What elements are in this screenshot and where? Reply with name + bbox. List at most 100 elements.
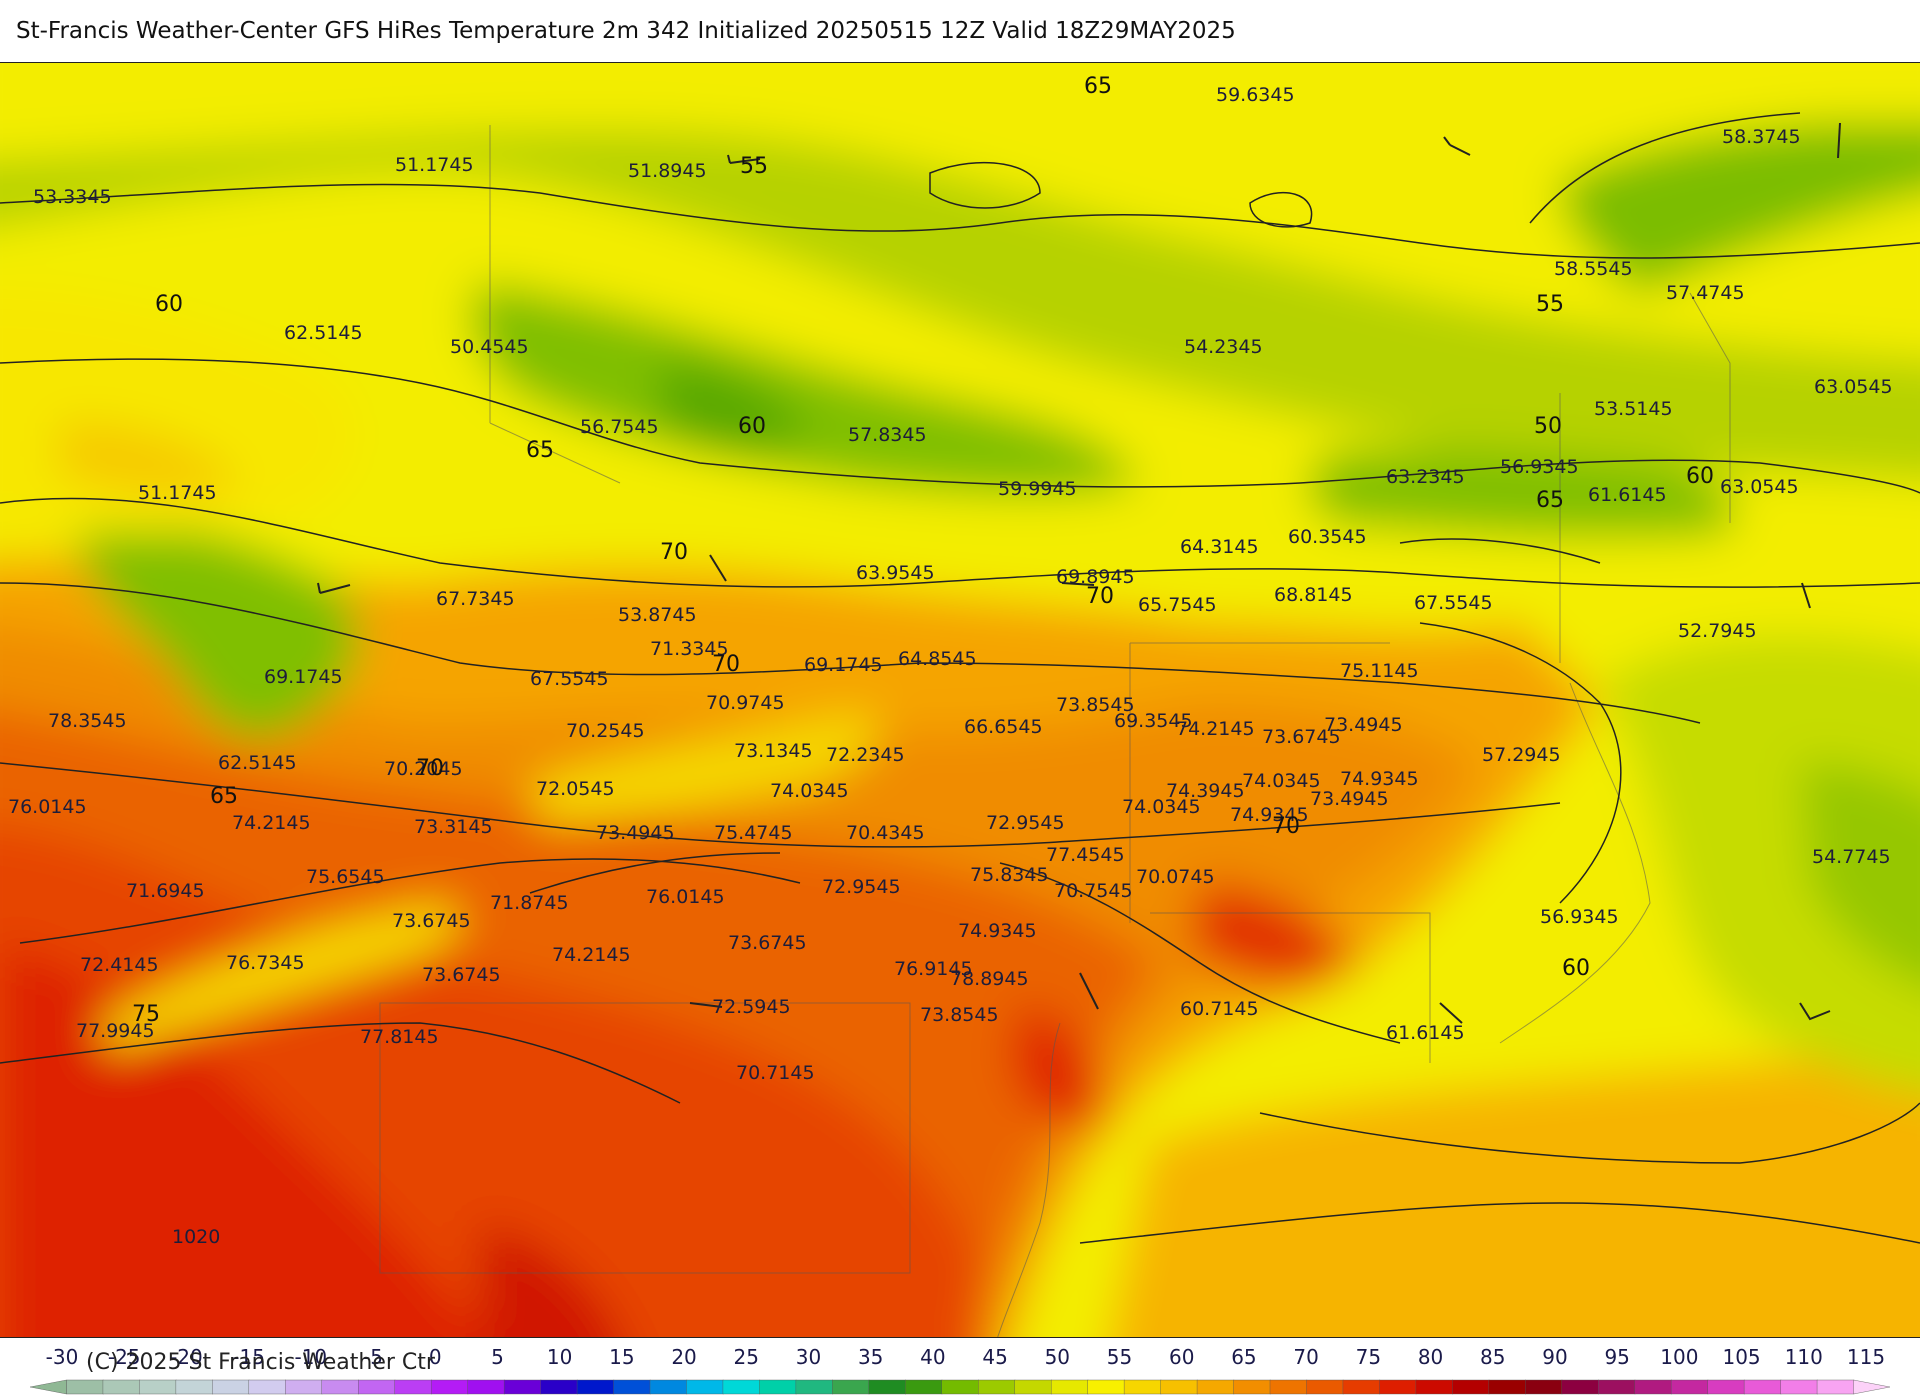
temperature-point-label: 73.6745 xyxy=(728,932,807,954)
temperature-point-label: 51.1745 xyxy=(138,482,217,504)
legend-tick-label: 50 xyxy=(1045,1345,1070,1369)
temperature-point-label: 67.5545 xyxy=(1414,592,1493,614)
legend-color-cell xyxy=(1342,1379,1381,1395)
temperature-point-label: 72.2345 xyxy=(826,744,905,766)
legend-tick-label: 110 xyxy=(1785,1345,1823,1369)
legend-color-cell xyxy=(29,1379,67,1395)
isotherm-label: 50 xyxy=(1534,414,1562,439)
temperature-point-label: 68.8145 xyxy=(1274,584,1353,606)
temperature-point-label: 70.4345 xyxy=(846,822,925,844)
temperature-point-label: 73.8545 xyxy=(1056,694,1135,716)
temperature-point-label: 70.2545 xyxy=(566,720,645,742)
temperature-point-label: 72.5945 xyxy=(712,996,791,1018)
legend-tick-label: -20 xyxy=(170,1345,203,1369)
legend-color-cell xyxy=(1743,1379,1782,1395)
legend-color-cell xyxy=(540,1379,578,1395)
temperature-point-label: 60.3545 xyxy=(1288,526,1367,548)
temperature-point-label: 74.2145 xyxy=(552,944,631,966)
temperature-point-label: 75.1145 xyxy=(1340,660,1419,682)
temperature-map: 53.3345 51.1745 51.8945 59.6345 58.3745 62.51… xyxy=(0,62,1920,1338)
temperature-point-label: 63.0545 xyxy=(1814,376,1893,398)
legend-color-cell xyxy=(1634,1379,1672,1395)
temperature-point-label: 71.8745 xyxy=(490,892,569,914)
temperature-point-label: 52.7945 xyxy=(1678,620,1757,642)
temperature-point-label: 51.1745 xyxy=(395,154,474,176)
temperature-point-label: 56.9345 xyxy=(1540,906,1619,928)
temperature-point-label: 74.0345 xyxy=(770,780,849,802)
isotherm-label: 55 xyxy=(1536,292,1564,317)
temperature-point-label: 73.6745 xyxy=(422,964,501,986)
temperature-point-label: 56.7545 xyxy=(580,416,659,438)
temperature-point-label: 67.7345 xyxy=(436,588,515,610)
temperature-point-label: 74.2145 xyxy=(1176,718,1255,740)
temperature-point-label: 54.7745 xyxy=(1812,846,1891,868)
temperature-point-label: 58.3745 xyxy=(1722,126,1801,148)
legend-tick-label: 115 xyxy=(1847,1345,1885,1369)
legend-tick-label: 80 xyxy=(1418,1345,1443,1369)
temperature-point-label: 76.0145 xyxy=(646,886,725,908)
temperature-point-label: 73.8545 xyxy=(920,1004,999,1026)
isotherm-label: 55 xyxy=(740,154,768,179)
temperature-point-label: 57.4745 xyxy=(1666,282,1745,304)
temperature-point-label: 50.4545 xyxy=(450,336,529,358)
legend-color-cell xyxy=(175,1379,214,1395)
temperature-point-label: 56.9345 xyxy=(1500,456,1579,478)
isotherm-label: 60 xyxy=(1686,464,1714,489)
legend-color-cell xyxy=(285,1379,323,1395)
isotherm-label: 70 xyxy=(1086,584,1114,609)
temperature-point-label: 66.6545 xyxy=(964,716,1043,738)
temperature-point-label: 62.5145 xyxy=(218,752,297,774)
legend-color-cell xyxy=(722,1379,761,1395)
legend-color-cell xyxy=(1233,1379,1271,1395)
temperature-point-label: 72.9545 xyxy=(986,812,1065,834)
temperature-point-label: 73.4945 xyxy=(596,822,675,844)
temperature-point-label: 74.2145 xyxy=(232,812,311,834)
boundary-lines xyxy=(379,125,1731,1337)
temperature-point-label: 61.6145 xyxy=(1588,484,1667,506)
temperature-point-label: 61.6145 xyxy=(1386,1022,1465,1044)
isotherm-label: 65 xyxy=(1536,488,1564,513)
legend-color-cell xyxy=(1707,1379,1745,1395)
temperature-point-label: 63.2345 xyxy=(1386,466,1465,488)
legend-color-cell xyxy=(1488,1379,1526,1395)
legend-color-cell xyxy=(1160,1379,1198,1395)
isotherm-label: 65 xyxy=(526,438,554,463)
legend-tick-label: -30 xyxy=(46,1345,79,1369)
legend-color-cell xyxy=(832,1379,870,1395)
temperature-point-label: 53.5145 xyxy=(1594,398,1673,420)
legend-tick-label: 10 xyxy=(547,1345,572,1369)
temperature-point-label: 72.9545 xyxy=(822,876,901,898)
temperature-point-label: 77.8145 xyxy=(360,1026,439,1048)
isotherm-label: 60 xyxy=(1562,956,1590,981)
legend-tick-label: 40 xyxy=(920,1345,945,1369)
legend-color-cell xyxy=(1816,1379,1855,1395)
temperature-point-label: 73.3145 xyxy=(414,816,493,838)
temperature-point-label: 73.6745 xyxy=(1262,726,1341,748)
temperature-point-label: 62.5145 xyxy=(284,322,363,344)
temperature-point-label: 70.7145 xyxy=(736,1062,815,1084)
legend-color-cell xyxy=(358,1379,396,1395)
temperature-point-label: 69.8945 xyxy=(1056,566,1135,588)
temperature-point-label: 59.9945 xyxy=(998,478,1077,500)
legend-tick-label: 45 xyxy=(982,1345,1007,1369)
isotherm-label: 60 xyxy=(155,292,183,317)
legend-color-cell xyxy=(1123,1379,1162,1395)
legend-color-cell xyxy=(941,1379,979,1395)
isotherm-label: 70 xyxy=(1272,814,1300,839)
legend-tick-label: 95 xyxy=(1604,1345,1629,1369)
legend-tick-label: 0 xyxy=(429,1345,442,1369)
legend-color-cell xyxy=(1561,1379,1599,1395)
temperature-point-label: 75.6545 xyxy=(306,866,385,888)
legend-tick-label: 55 xyxy=(1107,1345,1132,1369)
temperature-point-label: 57.2945 xyxy=(1482,744,1561,766)
legend-color-cell xyxy=(1452,1379,1490,1395)
temperature-point-label: 53.8745 xyxy=(618,604,697,626)
temperature-point-label: 69.1745 xyxy=(804,654,883,676)
temperature-point-label: 71.6945 xyxy=(126,880,205,902)
legend-color-cell xyxy=(66,1379,104,1395)
legend-tick-label: 105 xyxy=(1722,1345,1760,1369)
legend-color-cell xyxy=(1853,1379,1891,1395)
legend-color-cell xyxy=(1415,1379,1454,1395)
legend-color-cell xyxy=(1780,1379,1818,1395)
temperature-fill xyxy=(0,63,1920,1337)
